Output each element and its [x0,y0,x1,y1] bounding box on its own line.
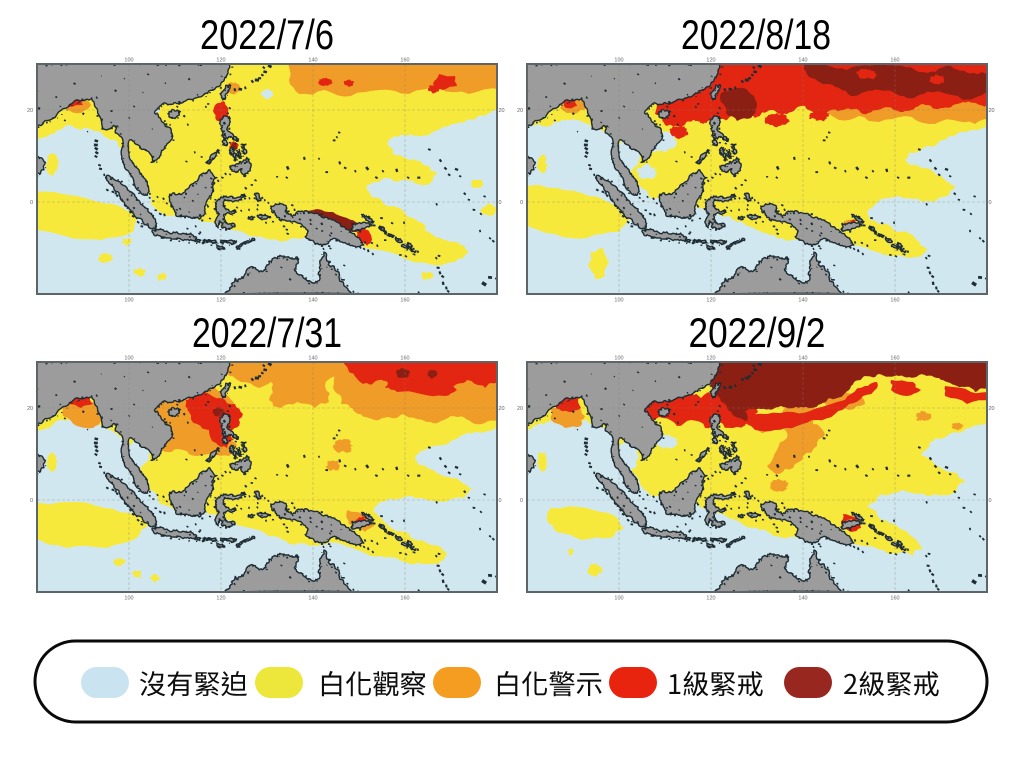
svg-text:2022/7/31: 2022/7/31 [192,309,342,356]
svg-text:2022/9/2: 2022/9/2 [689,309,826,356]
svg-text:2022/8/18: 2022/8/18 [681,11,831,58]
svg-text:2022/7/6: 2022/7/6 [200,11,334,58]
